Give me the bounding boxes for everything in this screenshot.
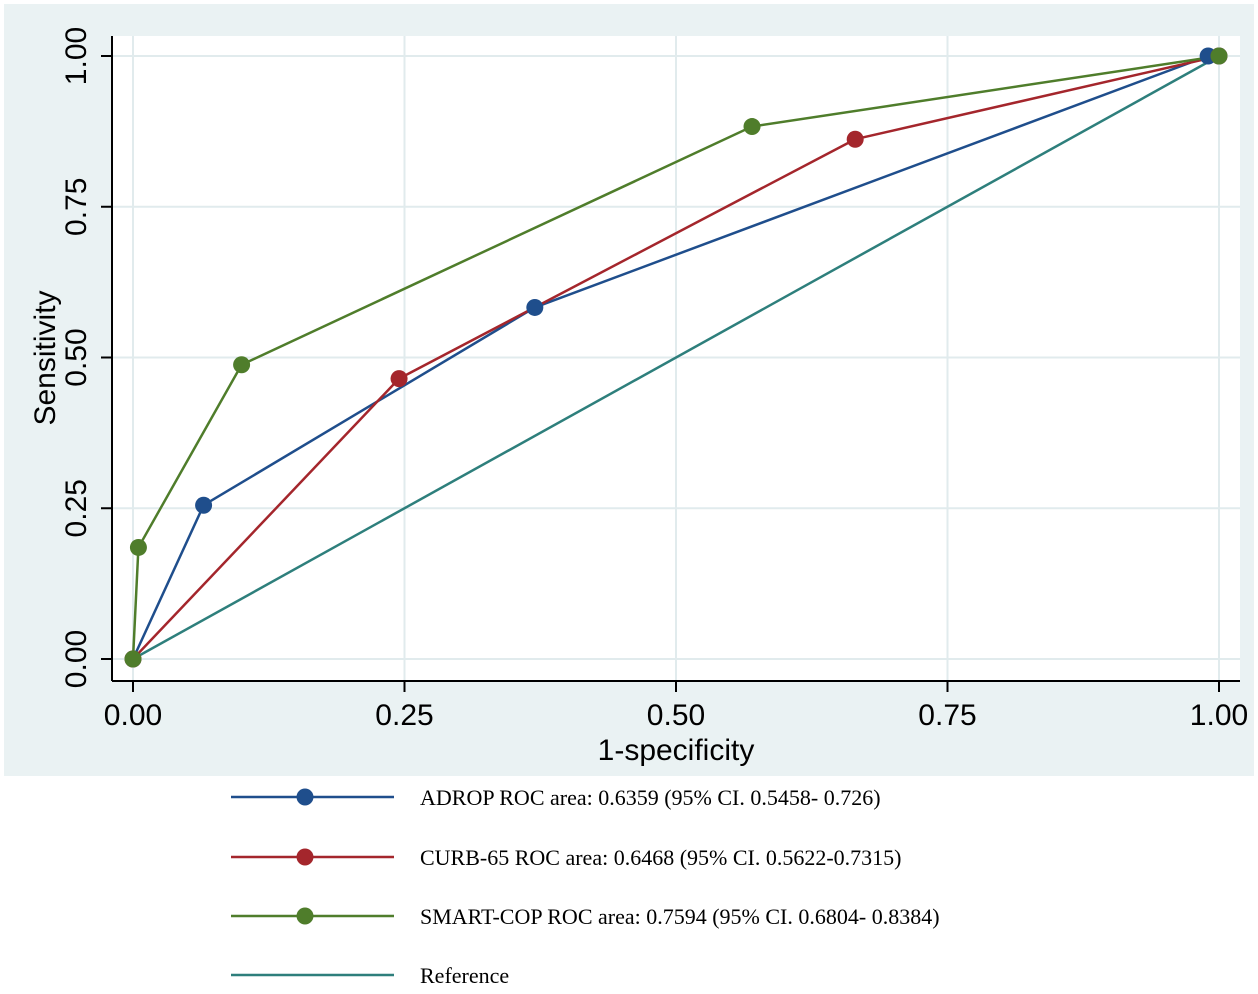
x-tick-label: 0.00 bbox=[104, 699, 162, 732]
series-1-point bbox=[846, 130, 864, 148]
x-tick-label: 1.00 bbox=[1190, 699, 1248, 732]
series-line-1 bbox=[132, 54, 1220, 660]
series-0-point bbox=[195, 496, 213, 514]
legend-label-2: SMART-COP ROC area: 0.7594 (95% CI. 0.68… bbox=[420, 904, 940, 929]
x-tick-label: 0.25 bbox=[375, 699, 433, 732]
y-tick-label: 0.00 bbox=[60, 630, 93, 688]
y-tick-label: 1.00 bbox=[60, 27, 93, 85]
series-2-point bbox=[1210, 47, 1228, 65]
y-axis-title: Sensitivity bbox=[29, 290, 62, 425]
y-tick-label: 0.75 bbox=[60, 178, 93, 236]
legend-label-0: ADROP ROC area: 0.6359 (95% CI. 0.5458- … bbox=[420, 785, 881, 810]
x-tick-label: 0.75 bbox=[918, 699, 976, 732]
x-tick-label: 0.50 bbox=[647, 699, 705, 732]
x-axis-title: 1-specificity bbox=[598, 734, 755, 767]
series-1-point bbox=[390, 370, 408, 388]
x-tick-labels: 0.00 0.25 0.50 0.75 1.00 bbox=[104, 699, 1248, 732]
y-tick-label: 0.25 bbox=[60, 479, 93, 537]
series-2-point bbox=[743, 118, 761, 136]
legend-marker-2 bbox=[296, 907, 314, 925]
y-tick-labels: 0.00 0.25 0.50 0.75 1.00 bbox=[60, 27, 93, 688]
y-tick-label: 0.50 bbox=[60, 328, 93, 386]
series-2-point bbox=[129, 538, 147, 556]
reference-series bbox=[132, 54, 1220, 661]
legend-marker-1 bbox=[296, 848, 314, 866]
series-2-point bbox=[233, 356, 251, 374]
axes bbox=[101, 36, 1240, 692]
series-2-point bbox=[124, 650, 142, 668]
series-markers bbox=[124, 47, 1228, 668]
legend-label-3: Reference bbox=[420, 963, 509, 988]
legend-label-1: CURB-65 ROC area: 0.6468 (95% CI. 0.5622… bbox=[420, 845, 902, 870]
legend: ADROP ROC area: 0.6359 (95% CI. 0.5458- … bbox=[231, 785, 940, 988]
series-line-3 bbox=[132, 54, 1220, 661]
series-0-point bbox=[526, 298, 544, 316]
legend-marker-0 bbox=[296, 788, 314, 806]
